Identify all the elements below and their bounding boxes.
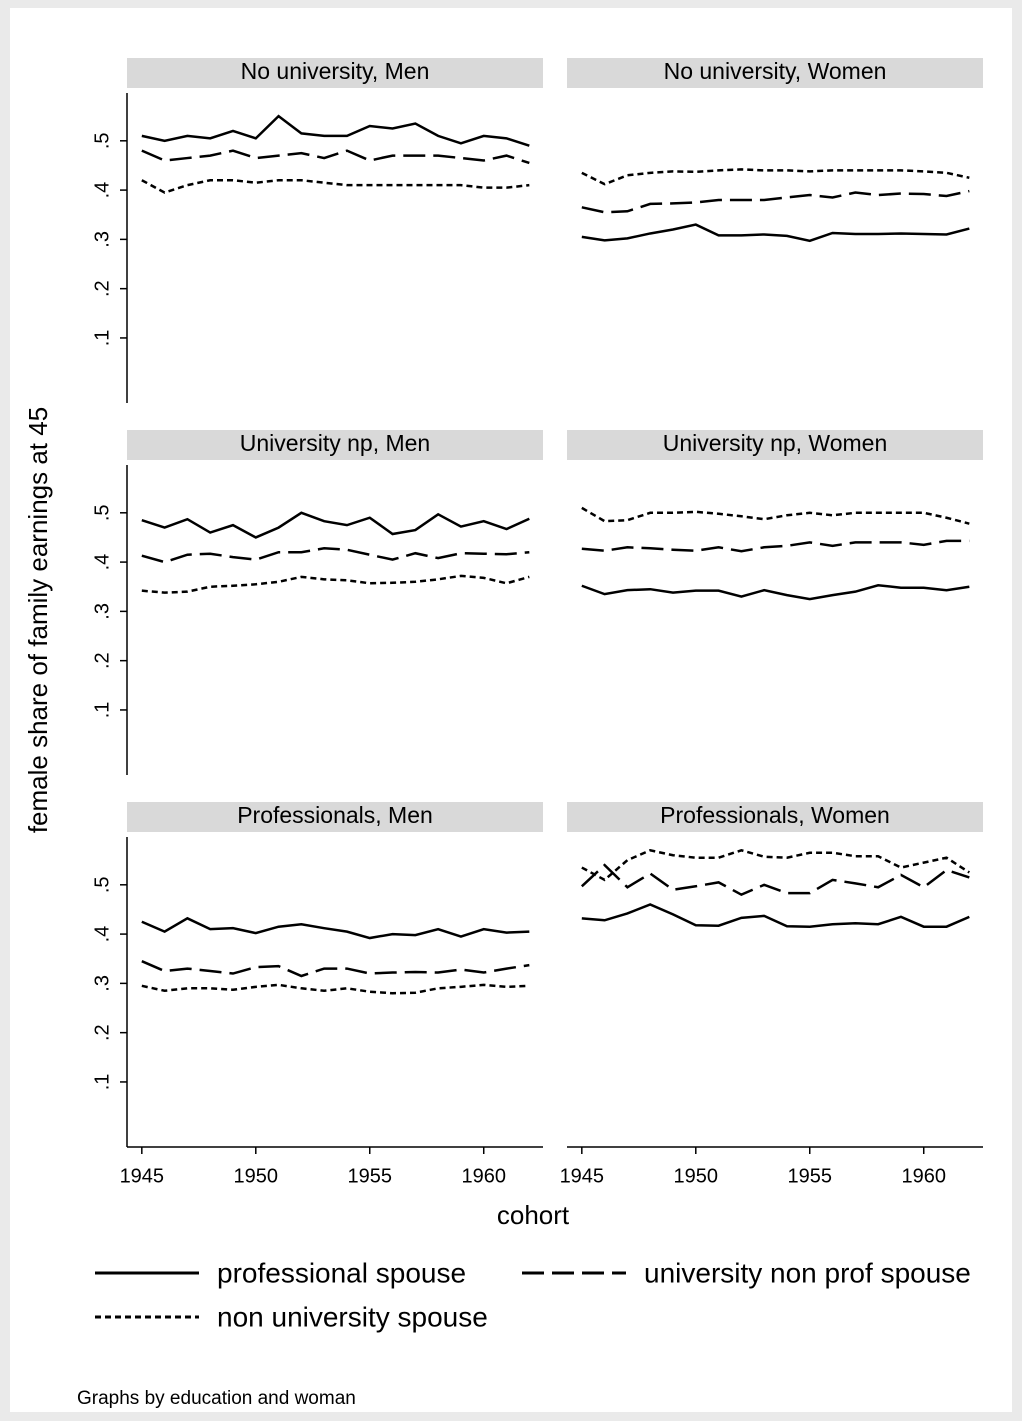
series-line — [141, 960, 530, 978]
y-tick-label: .2 — [91, 280, 113, 297]
series-line — [581, 539, 970, 553]
x-tick-label: 1955 — [788, 1165, 833, 1187]
y-tick-label: .3 — [91, 231, 113, 248]
x-tick-label: 1960 — [901, 1165, 946, 1187]
y-tick-label: .4 — [91, 182, 113, 199]
y-tick-label: .4 — [91, 554, 113, 571]
panel-title: University np, Men — [240, 430, 430, 456]
x-tick-label: 1960 — [461, 1165, 506, 1187]
series-line — [141, 574, 530, 594]
series-line — [581, 849, 971, 882]
x-axis-title: cohort — [497, 1200, 570, 1230]
panel-title: Professionals, Men — [237, 802, 433, 828]
y-tick-label: .5 — [91, 132, 113, 149]
y-tick-label: .1 — [91, 330, 113, 347]
y-tick-label: .2 — [91, 652, 113, 669]
x-tick-label: 1945 — [120, 1165, 165, 1187]
series-line — [581, 223, 970, 243]
panel-title: Professionals, Women — [660, 802, 890, 828]
note: Graphs by education and woman — [77, 1388, 356, 1409]
panel-title: University np, Women — [663, 430, 888, 456]
x-tick-label: 1945 — [560, 1165, 605, 1187]
panel-strip — [567, 58, 983, 88]
y-tick-label: .4 — [91, 926, 113, 943]
panel-strip — [567, 802, 983, 832]
y-tick-label: .5 — [91, 876, 113, 893]
y-tick-label: .1 — [91, 1074, 113, 1091]
y-tick-label: .3 — [91, 603, 113, 620]
figure-background — [10, 8, 1012, 1412]
x-tick-label: 1950 — [234, 1165, 279, 1187]
y-tick-label: .1 — [91, 702, 113, 719]
legend-label: professional spouse — [217, 1257, 466, 1288]
panel-strip — [127, 430, 543, 460]
series-line — [141, 916, 530, 940]
legend-label: non university spouse — [217, 1301, 488, 1332]
panel-title: No university, Women — [664, 58, 887, 84]
panel-strip — [567, 430, 983, 460]
legend-label: university non prof spouse — [644, 1257, 971, 1288]
x-tick-label: 1955 — [348, 1165, 393, 1187]
series-line — [581, 583, 970, 601]
legend-box — [77, 1245, 1012, 1345]
series-line — [580, 863, 970, 897]
series-line — [141, 547, 530, 564]
y-axis-title: female share of family earnings at 45 — [23, 407, 53, 833]
y-tick-label: .5 — [91, 504, 113, 521]
panel-strip — [127, 58, 543, 88]
series-line — [141, 114, 530, 147]
series-line — [581, 189, 970, 214]
panel-strip — [127, 802, 543, 832]
panel-title: No university, Men — [241, 58, 430, 84]
x-tick-label: 1950 — [674, 1165, 719, 1187]
series-line — [141, 149, 530, 165]
y-tick-label: .3 — [91, 975, 113, 992]
series-line — [141, 983, 530, 995]
y-tick-label: .2 — [91, 1024, 113, 1041]
series-line — [581, 903, 970, 928]
series-line — [141, 511, 530, 539]
